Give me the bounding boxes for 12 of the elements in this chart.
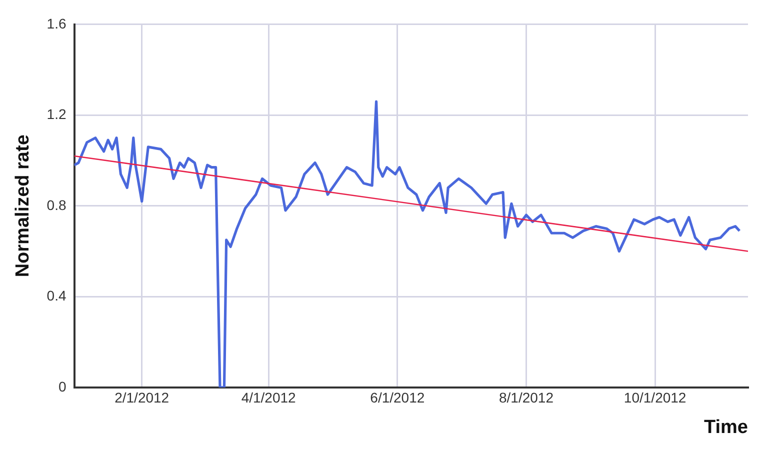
x-tick-label: 2/1/2012 [114,390,170,406]
y-tick-label: 0.4 [46,288,66,304]
x-tick-label: 4/1/2012 [241,390,296,406]
y-tick-label: 1.2 [46,106,66,122]
y-tick-label: 0 [58,378,66,394]
y-tick-label: 1.6 [46,15,66,32]
x-tick-label: 8/1/2012 [498,390,554,406]
y-axis-title: Normalized rate [12,134,34,278]
y-tick-label: 0.8 [46,196,66,213]
x-tick-label: 10/1/2012 [624,390,686,406]
x-tick-label: 6/1/2012 [370,390,425,406]
x-axis-title: Time [704,416,748,438]
